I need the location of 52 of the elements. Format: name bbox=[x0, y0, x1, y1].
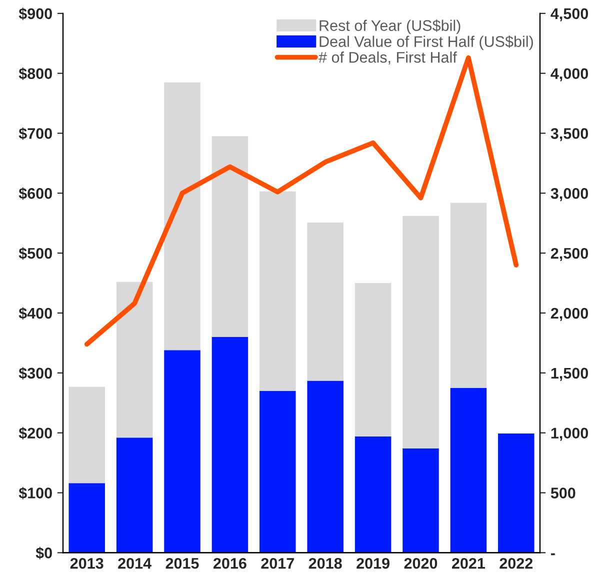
bar bbox=[402, 216, 439, 448]
bar bbox=[498, 433, 534, 553]
bar bbox=[116, 282, 153, 438]
y2-tick-label: 500 bbox=[550, 488, 576, 498]
y-tick-label: $700 bbox=[18, 127, 52, 140]
bar bbox=[212, 136, 248, 337]
y-tick-label: $400 bbox=[18, 307, 52, 320]
legend-label: Deal Value of First Half (US$bil) bbox=[320, 36, 533, 50]
legend-label: # of Deals, First Half bbox=[318, 52, 457, 65]
y2-tick-label: 1,500 bbox=[551, 368, 588, 381]
y-tick-label: $100 bbox=[18, 486, 52, 500]
y2-tick-label: 3,500 bbox=[550, 128, 588, 142]
bar bbox=[260, 390, 296, 553]
y-tick-label: $500 bbox=[18, 247, 52, 260]
y-tick-label: $900 bbox=[18, 8, 52, 20]
y2-tick-label: 2,000 bbox=[550, 308, 588, 321]
x-tick-label: 2021 bbox=[452, 558, 486, 569]
y2-tick-label: 3,000 bbox=[550, 188, 588, 202]
bar bbox=[212, 336, 248, 553]
bar bbox=[450, 202, 487, 388]
bar bbox=[116, 438, 153, 553]
x-tick-label: 2015 bbox=[166, 558, 199, 569]
bar bbox=[164, 82, 200, 350]
y2-tick-label: 4,500 bbox=[550, 8, 588, 22]
bar bbox=[164, 350, 200, 553]
x-tick-label: 2014 bbox=[118, 558, 152, 569]
x-tick-label: 2020 bbox=[404, 558, 438, 569]
x-tick-label: 2016 bbox=[213, 558, 246, 569]
legend-label: Rest of Year (US$bil) bbox=[320, 20, 460, 34]
bar bbox=[68, 483, 105, 553]
bar bbox=[402, 448, 439, 553]
y-tick-label: $0 bbox=[36, 546, 52, 560]
bar bbox=[354, 436, 392, 553]
bar bbox=[450, 388, 487, 553]
x-tick-label: 2017 bbox=[261, 558, 294, 569]
y2-tick-label: - bbox=[551, 553, 555, 556]
x-tick-label: 2022 bbox=[500, 558, 533, 569]
y2-tick-label: 1,000 bbox=[551, 428, 588, 441]
y-tick-label: $600 bbox=[18, 187, 52, 200]
bar bbox=[260, 191, 296, 391]
x-tick-label: 2018 bbox=[308, 558, 342, 569]
y2-tick-label: 4,000 bbox=[550, 68, 588, 82]
y-tick-label: $800 bbox=[18, 68, 52, 80]
y-tick-label: $200 bbox=[18, 427, 52, 440]
bar bbox=[307, 222, 344, 381]
bar bbox=[354, 283, 392, 436]
x-tick-label: 2019 bbox=[356, 558, 390, 569]
y2-tick-label: 2,500 bbox=[550, 248, 588, 261]
bar bbox=[68, 386, 105, 484]
bar bbox=[307, 380, 344, 553]
y-tick-label: $300 bbox=[18, 367, 52, 380]
x-tick-label: 2013 bbox=[70, 558, 104, 569]
